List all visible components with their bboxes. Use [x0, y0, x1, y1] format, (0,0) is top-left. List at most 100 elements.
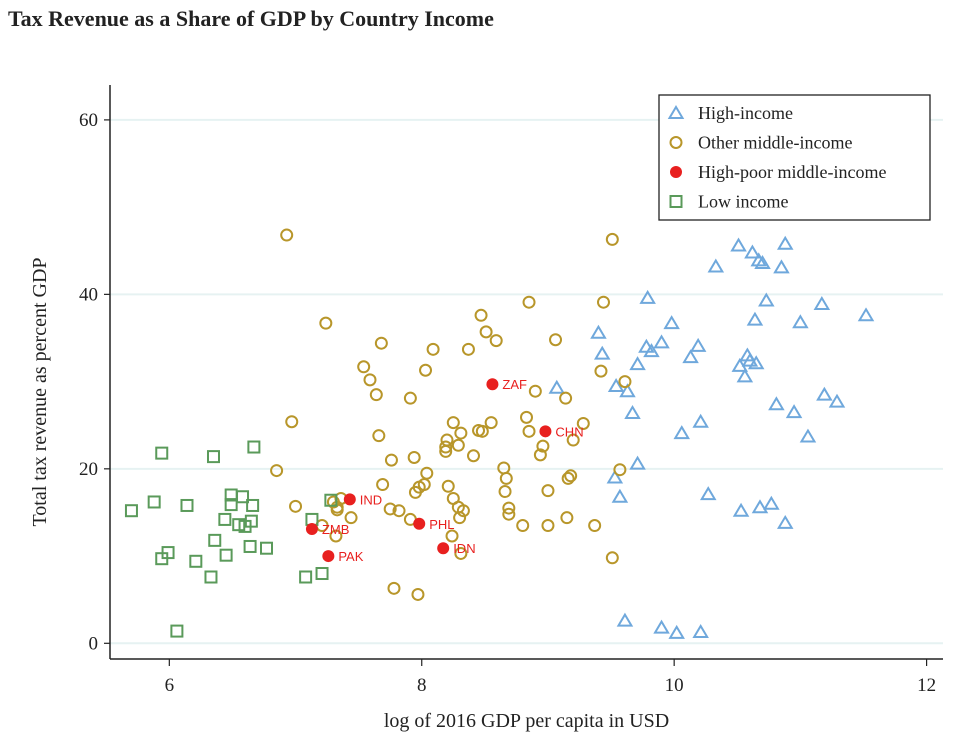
point-other-middle-income [280, 228, 294, 242]
point-other-middle-income [456, 504, 470, 518]
legend-marker [667, 105, 685, 119]
point-high-income [828, 393, 846, 408]
point-other-middle-income [502, 507, 516, 521]
legend-label: Other middle-income [698, 133, 852, 153]
point-high-income [732, 502, 750, 517]
point-high-income [707, 258, 725, 273]
point-other-middle-income [403, 391, 417, 405]
point-low-income [170, 624, 184, 638]
point-high-poor-middle-income [322, 550, 335, 563]
point-other-middle-income [285, 415, 299, 429]
point-high-income [768, 396, 785, 411]
point-high-income [731, 357, 749, 372]
x-tick-label: 12 [917, 675, 936, 696]
point-low-income [204, 570, 218, 584]
point-other-middle-income [411, 587, 425, 601]
point-high-income [750, 252, 767, 267]
point-low-income [147, 495, 161, 509]
point-high-income [776, 235, 794, 250]
point-other-middle-income [541, 519, 555, 533]
legend-label: High-poor middle-income [698, 162, 886, 182]
legend-box [658, 94, 931, 221]
point-high-income [813, 295, 831, 310]
point-high-poor-middle-income [539, 425, 552, 438]
point-other-middle-income [372, 429, 386, 443]
point-other-middle-income [541, 484, 555, 498]
point-other-middle-income [445, 529, 459, 543]
point-high-income [616, 612, 634, 627]
point-high-poor-middle-income [413, 517, 426, 530]
x-tick-label: 8 [417, 675, 427, 696]
point-other-middle-income [408, 485, 422, 499]
point-other-middle-income [533, 448, 547, 462]
point-high-income [639, 289, 656, 304]
point-label: ZMB [322, 522, 349, 537]
y-tick-label: 40 [79, 284, 98, 305]
point-label: CHN [555, 424, 583, 439]
point-high-income [611, 488, 629, 503]
point-other-middle-income [329, 529, 343, 543]
point-other-middle-income [270, 464, 284, 478]
point-low-income [218, 512, 232, 526]
point-high-income [758, 292, 775, 307]
point-high-income [682, 349, 699, 364]
point-high-income [746, 311, 764, 326]
point-high-income [799, 428, 817, 443]
point-other-middle-income [475, 424, 489, 438]
point-other-middle-income [387, 581, 401, 595]
y-tick-label: 20 [79, 459, 98, 480]
point-high-income [857, 307, 875, 322]
point-high-poor-middle-income [343, 493, 356, 506]
point-low-income [260, 541, 274, 555]
legend-label: High-income [698, 103, 793, 123]
point-high-income [747, 355, 765, 370]
point-other-middle-income [461, 342, 475, 356]
point-other-middle-income [392, 504, 406, 518]
y-tick-label: 0 [89, 633, 99, 654]
legend-marker [669, 195, 683, 208]
point-label: IDN [453, 541, 475, 556]
point-other-middle-income [549, 333, 563, 347]
point-other-middle-income [357, 360, 371, 374]
point-high-income [692, 413, 709, 428]
point-high-income [785, 404, 803, 419]
point-high-income [606, 469, 624, 484]
legend-marker [669, 136, 683, 149]
point-high-income [643, 343, 660, 358]
point-other-middle-income [376, 478, 390, 492]
point-high-income [689, 337, 707, 352]
point-high-income [663, 315, 680, 330]
point-other-middle-income [383, 502, 397, 516]
point-high-poor-middle-income [437, 542, 450, 555]
point-low-income [324, 493, 338, 507]
point-other-middle-income [499, 471, 513, 485]
point-high-income [744, 244, 761, 259]
chart-title: Tax Revenue as a Share of GDP by Country… [8, 6, 494, 31]
point-other-middle-income [516, 519, 530, 533]
point-high-income [593, 345, 611, 360]
point-other-middle-income [576, 416, 590, 430]
point-low-income [180, 498, 194, 512]
point-label: PAK [338, 549, 363, 564]
point-other-middle-income [484, 416, 498, 430]
point-other-middle-income [479, 325, 493, 339]
point-other-middle-income [498, 485, 512, 499]
point-other-middle-income [454, 546, 468, 560]
point-other-middle-income [594, 364, 608, 378]
point-low-income [161, 546, 175, 560]
point-high-income [607, 377, 625, 392]
point-other-middle-income [451, 438, 465, 452]
point-high-income [629, 356, 646, 371]
point-high-income [629, 455, 646, 470]
point-other-middle-income [319, 316, 333, 330]
point-high-income [653, 619, 670, 634]
point-high-income [668, 624, 685, 639]
point-low-income [224, 498, 238, 512]
point-other-middle-income [446, 416, 460, 430]
point-other-middle-income [536, 439, 550, 453]
point-other-middle-income [520, 410, 533, 424]
point-other-middle-income [439, 444, 453, 458]
point-low-income [247, 440, 261, 454]
x-tick-label: 6 [165, 675, 175, 696]
